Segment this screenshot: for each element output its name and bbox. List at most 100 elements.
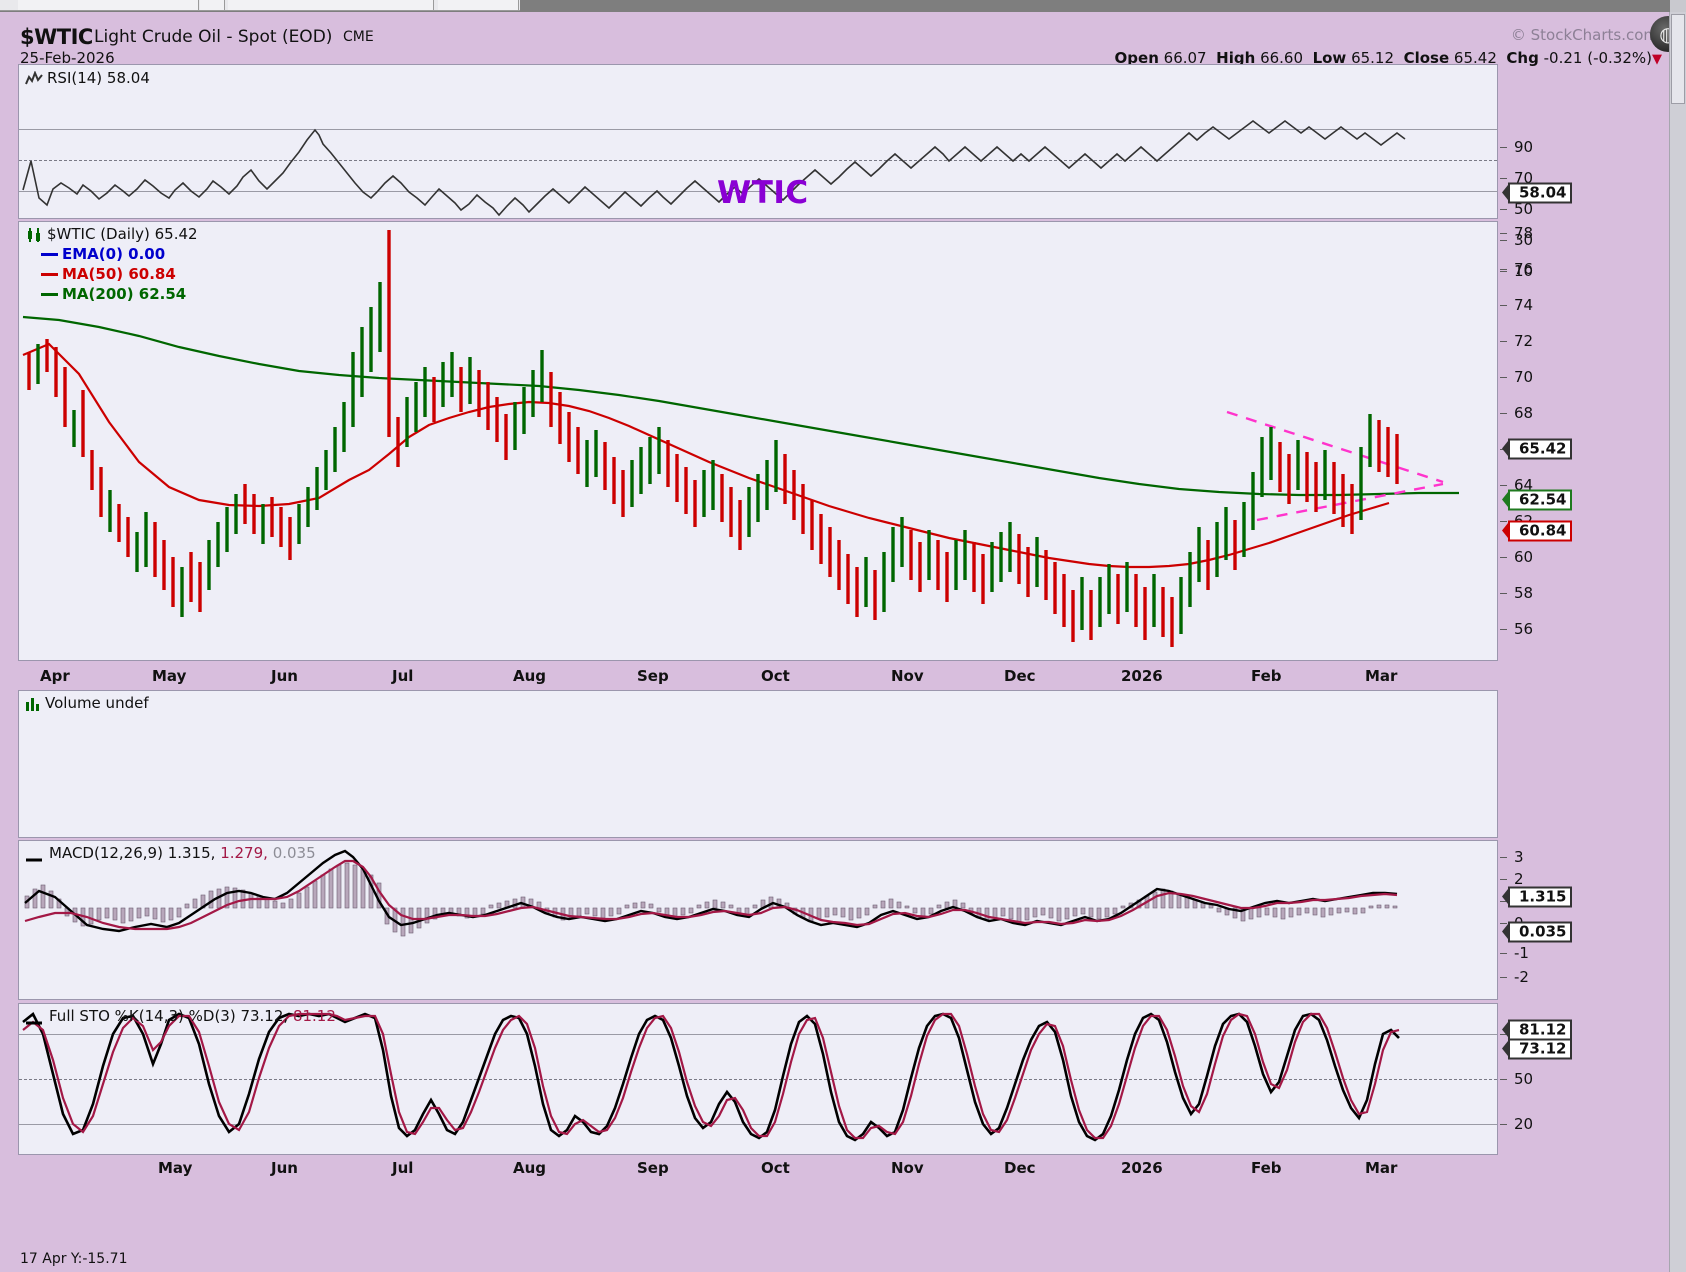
macd-line-icon (25, 851, 43, 867)
legend-ema: EMA(0) 0.00 (41, 245, 165, 263)
x-tick-may: May (152, 667, 187, 685)
x2-tick-may: May (158, 1159, 193, 1177)
macd-label-signal: 1.279, (220, 844, 268, 862)
legend-ma50: MA(50) 60.84 (41, 265, 176, 283)
sto-tick-20: 20 (1514, 1115, 1534, 1133)
symbol-exchange: CME (343, 29, 374, 45)
macd-tick-neg1: -1 (1514, 944, 1529, 962)
stochastic-axis: 80 50 20 81.12 73.12 (1500, 1003, 1686, 1155)
macd-label: MACD(12,26,9) 1.315, 1.279, 0.035 (49, 844, 316, 862)
sto-label-main: Full STO %K(14,3) %D(3) 73.12, (49, 1007, 289, 1025)
sto-label-d: 81.12 (292, 1007, 336, 1025)
legend-swatch-ma50 (41, 273, 58, 276)
rsi-plot: WTIC (19, 65, 1497, 218)
price-tick-70: 70 (1514, 368, 1534, 386)
sto-line-icon (25, 1014, 43, 1030)
quote-date: 25-Feb-2026 (20, 49, 115, 67)
rsi-line-30 (19, 191, 1497, 192)
x-tick-jun: Jun (271, 667, 298, 685)
x2-tick-feb: Feb (1251, 1159, 1282, 1177)
legend-ma200: MA(200) 62.54 (41, 285, 186, 303)
x-tick-dec: Dec (1004, 667, 1036, 685)
toolbar-cell-pt[interactable] (438, 0, 519, 10)
price-tick-78: 78 (1514, 224, 1534, 242)
macd-label-hist: 0.035 (272, 844, 316, 862)
price-tick-56: 56 (1514, 620, 1534, 638)
open-value: 66.07 (1163, 49, 1207, 67)
macd-tick-3: 3 (1514, 848, 1524, 866)
rsi-icon (25, 70, 43, 90)
scrollbar-corner[interactable] (1670, 0, 1686, 12)
chg-label: Chg (1506, 49, 1539, 67)
status-bar: 17 Apr Y:-15.71 (0, 1248, 1686, 1272)
legend-swatch-ema (41, 253, 58, 256)
volume-label: Volume undef (45, 694, 149, 712)
x-tick-mar: Mar (1365, 667, 1398, 685)
toolbar-cell-2[interactable] (200, 0, 225, 10)
symbol-description: Light Crude Oil - Spot (EOD) (94, 27, 333, 47)
brand-watermark: © StockCharts.com (1510, 26, 1658, 44)
legend-ma50-label: MA(50) 60.84 (62, 265, 176, 283)
price-tick-60: 60 (1514, 548, 1534, 566)
price-plot (19, 222, 1497, 660)
crosshair-readout: 17 Apr Y:-15.71 (20, 1251, 128, 1267)
quote-summary: Open 66.07 High 66.60 Low 65.12 Close 65… (1115, 49, 1662, 67)
price-x-axis: Apr May Jun Jul Aug Sep Oct Nov Dec 2026… (18, 664, 1498, 688)
stochastic-plot (19, 1004, 1497, 1154)
price-close-flag: 65.42 (1501, 438, 1573, 460)
x2-tick-sep: Sep (637, 1159, 669, 1177)
candle-icon (25, 227, 43, 247)
rsi-tick-90: 90 (1514, 138, 1534, 156)
chg-value: -0.21 (-0.32%) (1543, 49, 1652, 67)
x-tick-jul: Jul (392, 667, 414, 685)
high-label: High (1216, 49, 1256, 67)
x2-tick-oct: Oct (761, 1159, 790, 1177)
price-tick-58: 58 (1514, 584, 1534, 602)
x2-tick-mar: Mar (1365, 1159, 1398, 1177)
macd-value-flag: 1.315 (1501, 886, 1573, 908)
toolbar-cell-1[interactable] (18, 0, 199, 10)
sto-d-flag: 81.12 (1501, 1019, 1573, 1041)
x-tick-2026: 2026 (1121, 667, 1163, 685)
volume-panel: Volume undef (18, 690, 1498, 838)
macd-tick-2: 2 (1514, 870, 1524, 888)
macd-label-main: MACD(12,26,9) 1.315, (49, 844, 216, 862)
toolbar-cell-font[interactable] (228, 0, 434, 10)
macd-tick-neg2: -2 (1514, 968, 1529, 986)
rsi-line-50 (19, 160, 1497, 161)
x2-tick-aug: Aug (513, 1159, 547, 1177)
rsi-panel: WTIC RSI(14) 58.04 (18, 64, 1498, 219)
x-tick-oct: Oct (761, 667, 790, 685)
scrollbar-thumb[interactable] (1671, 14, 1685, 104)
ma50-flag: 60.84 (1501, 520, 1573, 542)
rsi-label: RSI(14) 58.04 (47, 69, 150, 87)
low-value: 65.12 (1351, 49, 1395, 67)
macd-panel: MACD(12,26,9) 1.315, 1.279, 0.035 (18, 840, 1498, 1000)
stochastic-panel: Full STO %K(14,3) %D(3) 73.12, 81.12 (18, 1003, 1498, 1155)
sto-line-20 (19, 1124, 1497, 1125)
x-tick-sep: Sep (637, 667, 669, 685)
low-label: Low (1312, 49, 1347, 67)
sto-label: Full STO %K(14,3) %D(3) 73.12, 81.12 (49, 1007, 336, 1025)
x2-tick-nov: Nov (891, 1159, 924, 1177)
price-tick-74: 74 (1514, 296, 1534, 314)
sto-line-50 (19, 1079, 1497, 1080)
vertical-scrollbar[interactable] (1669, 12, 1686, 1272)
chart-header: $WTIC Light Crude Oil - Spot (EOD) CME 2… (0, 12, 1686, 67)
rsi-value-flag: 58.04 (1501, 182, 1573, 204)
x-tick-apr: Apr (40, 667, 70, 685)
macd-hist-flag: 0.035 (1501, 921, 1573, 943)
macd-plot (19, 841, 1497, 999)
rsi-line-70 (19, 129, 1497, 130)
legend-swatch-ma200 (41, 293, 58, 296)
ma200-flag: 62.54 (1501, 489, 1573, 511)
price-axis: 78 76 74 72 70 68 66 64 62 60 58 56 65.4… (1500, 221, 1686, 661)
x2-tick-dec: Dec (1004, 1159, 1036, 1177)
price-tick-68: 68 (1514, 404, 1534, 422)
price-panel: $WTIC (Daily) 65.42 EMA(0) 0.00 MA(50) 6… (18, 221, 1498, 661)
close-label: Close (1403, 49, 1450, 67)
price-tick-72: 72 (1514, 332, 1534, 350)
rsi-tick-10: 10 (1514, 262, 1534, 280)
symbol-ticker: $WTIC (20, 25, 93, 49)
